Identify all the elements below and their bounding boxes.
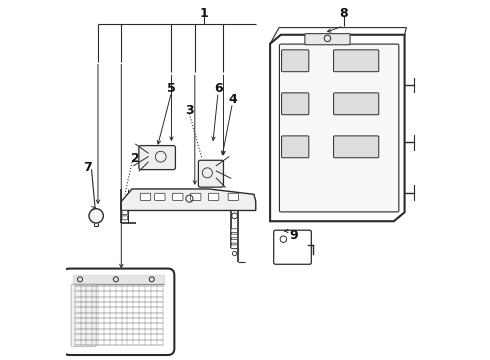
FancyBboxPatch shape: [282, 50, 309, 72]
Text: 8: 8: [339, 7, 348, 20]
FancyBboxPatch shape: [139, 145, 175, 170]
Polygon shape: [270, 35, 405, 221]
FancyBboxPatch shape: [228, 193, 239, 201]
FancyBboxPatch shape: [122, 211, 128, 215]
Circle shape: [89, 209, 103, 223]
FancyBboxPatch shape: [208, 193, 219, 201]
FancyBboxPatch shape: [274, 230, 311, 264]
FancyBboxPatch shape: [231, 234, 238, 238]
FancyBboxPatch shape: [63, 269, 174, 355]
FancyBboxPatch shape: [172, 193, 183, 201]
Text: 2: 2: [131, 152, 140, 165]
Text: 6: 6: [214, 82, 222, 95]
FancyBboxPatch shape: [282, 93, 309, 115]
FancyBboxPatch shape: [334, 136, 379, 158]
Text: 5: 5: [167, 82, 176, 95]
Text: 9: 9: [289, 229, 298, 242]
FancyBboxPatch shape: [231, 239, 238, 243]
FancyBboxPatch shape: [231, 229, 238, 232]
FancyBboxPatch shape: [282, 136, 309, 158]
Text: 7: 7: [83, 161, 92, 174]
FancyBboxPatch shape: [334, 50, 379, 72]
FancyBboxPatch shape: [122, 216, 128, 220]
FancyBboxPatch shape: [140, 193, 151, 201]
FancyBboxPatch shape: [334, 93, 379, 115]
FancyBboxPatch shape: [305, 34, 350, 45]
FancyBboxPatch shape: [155, 193, 165, 201]
FancyBboxPatch shape: [198, 160, 223, 187]
Text: 4: 4: [228, 93, 237, 106]
Polygon shape: [122, 189, 256, 211]
FancyBboxPatch shape: [279, 44, 399, 212]
Text: 3: 3: [185, 104, 194, 117]
FancyBboxPatch shape: [191, 193, 201, 201]
Text: 1: 1: [199, 7, 208, 20]
FancyBboxPatch shape: [231, 245, 238, 248]
FancyBboxPatch shape: [71, 284, 96, 347]
